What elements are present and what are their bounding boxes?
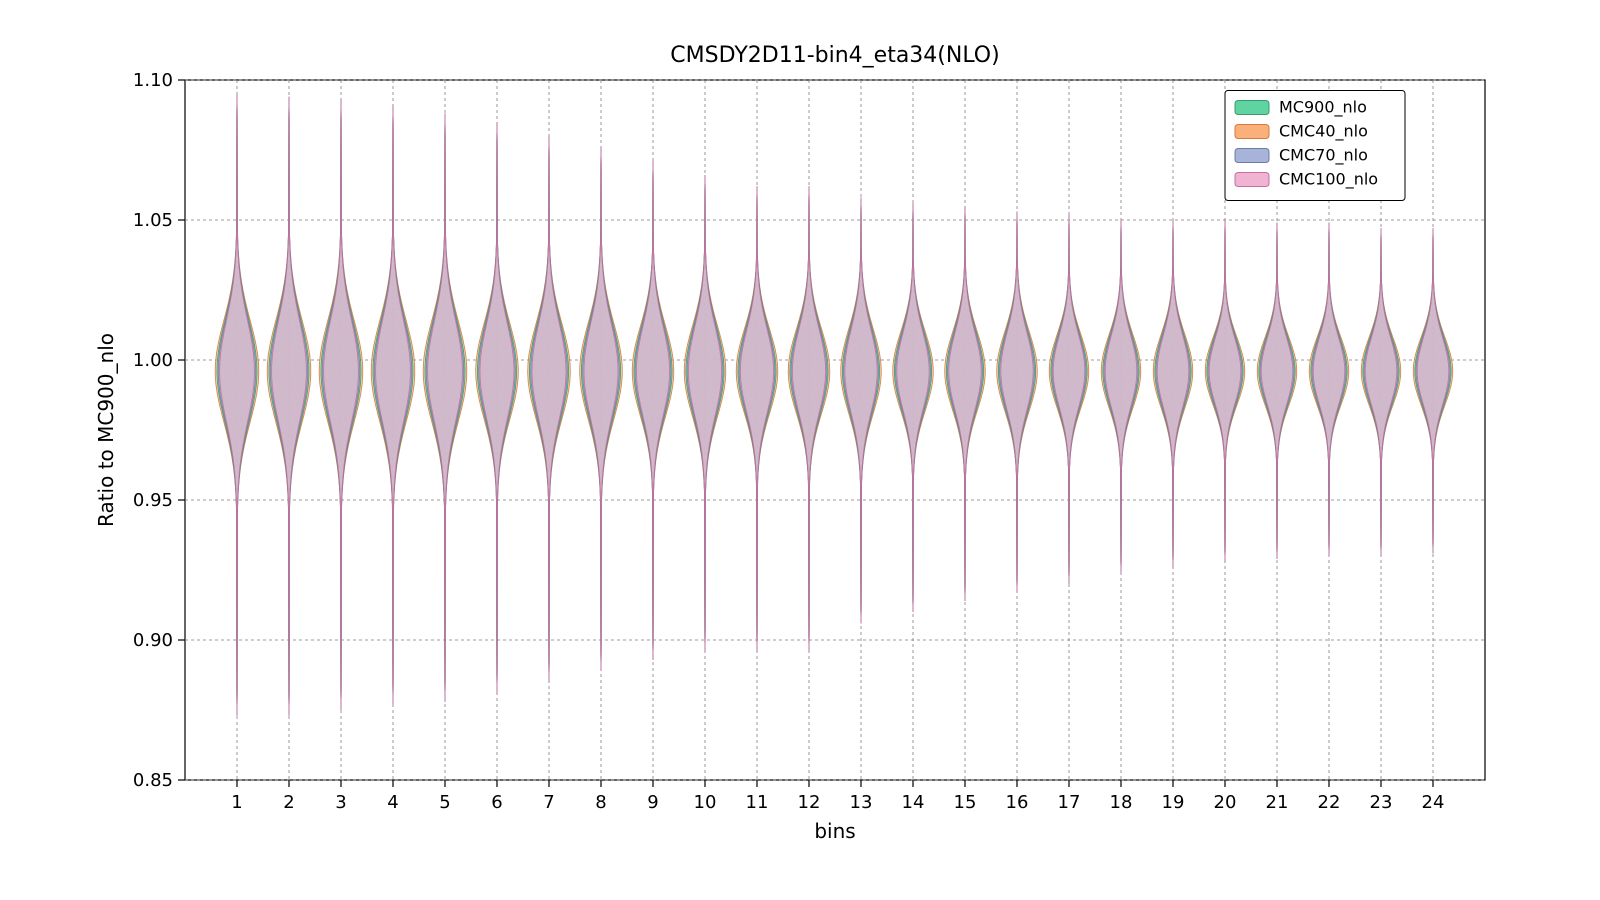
svg-text:6: 6 bbox=[491, 792, 502, 813]
svg-text:12: 12 bbox=[798, 792, 821, 813]
svg-text:22: 22 bbox=[1318, 792, 1341, 813]
legend: MC900_nlo CMC40_nlo CMC70_nlo CMC100_nlo bbox=[1225, 91, 1405, 201]
x-axis-label: bins bbox=[814, 819, 855, 843]
legend-swatch-CMC40_nlo bbox=[1235, 125, 1269, 139]
svg-text:16: 16 bbox=[1006, 792, 1029, 813]
svg-text:24: 24 bbox=[1422, 792, 1445, 813]
svg-text:17: 17 bbox=[1058, 792, 1081, 813]
svg-text:10: 10 bbox=[694, 792, 717, 813]
svg-text:1: 1 bbox=[231, 792, 242, 813]
svg-text:2: 2 bbox=[283, 792, 294, 813]
svg-text:9: 9 bbox=[647, 792, 658, 813]
svg-text:0.95: 0.95 bbox=[133, 490, 173, 511]
svg-text:5: 5 bbox=[439, 792, 450, 813]
y-axis-label: Ratio to MC900_nlo bbox=[94, 333, 118, 527]
svg-text:21: 21 bbox=[1266, 792, 1289, 813]
svg-text:11: 11 bbox=[746, 792, 769, 813]
legend-label-CMC100_nlo: CMC100_nlo bbox=[1279, 170, 1378, 190]
svg-text:13: 13 bbox=[850, 792, 873, 813]
svg-text:0.90: 0.90 bbox=[133, 630, 173, 651]
svg-text:3: 3 bbox=[335, 792, 346, 813]
chart-container: 0.850.900.951.001.051.101234567891011121… bbox=[0, 0, 1600, 900]
chart-title: CMSDY2D11-bin4_eta34(NLO) bbox=[670, 43, 999, 68]
svg-text:8: 8 bbox=[595, 792, 606, 813]
svg-text:1.05: 1.05 bbox=[133, 210, 173, 231]
svg-text:23: 23 bbox=[1370, 792, 1393, 813]
violin-chart: 0.850.900.951.001.051.101234567891011121… bbox=[0, 0, 1600, 900]
svg-text:0.85: 0.85 bbox=[133, 770, 173, 791]
legend-swatch-MC900_nlo bbox=[1235, 101, 1269, 115]
svg-text:14: 14 bbox=[902, 792, 925, 813]
legend-swatch-CMC70_nlo bbox=[1235, 149, 1269, 163]
svg-text:15: 15 bbox=[954, 792, 977, 813]
svg-text:4: 4 bbox=[387, 792, 398, 813]
svg-text:7: 7 bbox=[543, 792, 554, 813]
svg-text:19: 19 bbox=[1162, 792, 1185, 813]
svg-text:20: 20 bbox=[1214, 792, 1237, 813]
legend-label-MC900_nlo: MC900_nlo bbox=[1279, 98, 1367, 118]
svg-text:1.10: 1.10 bbox=[133, 70, 173, 91]
legend-label-CMC40_nlo: CMC40_nlo bbox=[1279, 122, 1368, 142]
svg-text:18: 18 bbox=[1110, 792, 1133, 813]
legend-label-CMC70_nlo: CMC70_nlo bbox=[1279, 146, 1368, 166]
svg-text:1.00: 1.00 bbox=[133, 350, 173, 371]
legend-swatch-CMC100_nlo bbox=[1235, 173, 1269, 187]
